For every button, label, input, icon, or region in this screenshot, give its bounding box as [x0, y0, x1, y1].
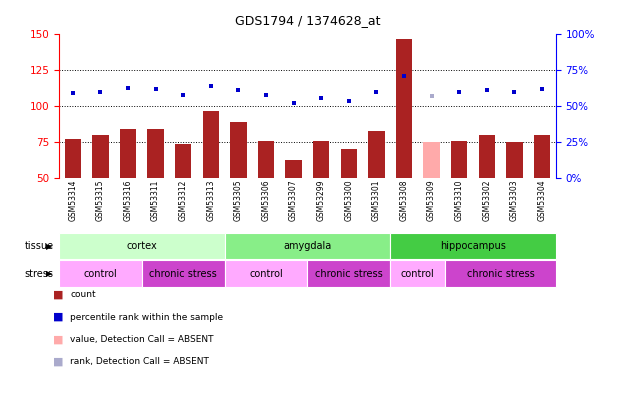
Bar: [396, 39, 412, 178]
Bar: [285, 160, 302, 178]
Bar: [202, 111, 219, 178]
Text: control: control: [249, 269, 283, 279]
Bar: [225, 233, 390, 259]
Text: GDS1794 / 1374628_at: GDS1794 / 1374628_at: [235, 14, 380, 27]
Bar: [225, 260, 307, 287]
Text: count: count: [70, 290, 96, 299]
Text: ■: ■: [53, 290, 63, 300]
Bar: [120, 129, 136, 178]
Text: rank, Detection Call = ABSENT: rank, Detection Call = ABSENT: [70, 357, 209, 366]
Bar: [307, 260, 390, 287]
Text: ■: ■: [53, 335, 63, 344]
Bar: [533, 135, 550, 178]
Text: chronic stress: chronic stress: [149, 269, 217, 279]
Text: amygdala: amygdala: [283, 241, 332, 251]
Bar: [390, 233, 556, 259]
Bar: [445, 260, 556, 287]
Text: control: control: [401, 269, 435, 279]
Text: percentile rank within the sample: percentile rank within the sample: [70, 313, 224, 322]
Bar: [313, 141, 330, 178]
Text: ▶: ▶: [47, 241, 53, 251]
Text: cortex: cortex: [127, 241, 157, 251]
Bar: [175, 144, 191, 178]
Bar: [59, 260, 142, 287]
Text: value, Detection Call = ABSENT: value, Detection Call = ABSENT: [70, 335, 214, 344]
Bar: [258, 141, 274, 178]
Bar: [506, 142, 523, 178]
Text: tissue: tissue: [25, 241, 54, 251]
Bar: [65, 139, 81, 178]
Bar: [390, 260, 445, 287]
Text: chronic stress: chronic stress: [467, 269, 535, 279]
Text: ■: ■: [53, 312, 63, 322]
Bar: [230, 122, 247, 178]
Text: hippocampus: hippocampus: [440, 241, 506, 251]
Bar: [147, 129, 164, 178]
Text: stress: stress: [25, 269, 54, 279]
Bar: [451, 141, 468, 178]
Bar: [59, 233, 225, 259]
Bar: [368, 131, 384, 178]
Text: ▶: ▶: [47, 269, 53, 278]
Bar: [424, 142, 440, 178]
Text: chronic stress: chronic stress: [315, 269, 383, 279]
Bar: [92, 135, 109, 178]
Text: control: control: [83, 269, 117, 279]
Text: ■: ■: [53, 357, 63, 367]
Bar: [142, 260, 225, 287]
Bar: [340, 149, 357, 178]
Bar: [479, 135, 495, 178]
